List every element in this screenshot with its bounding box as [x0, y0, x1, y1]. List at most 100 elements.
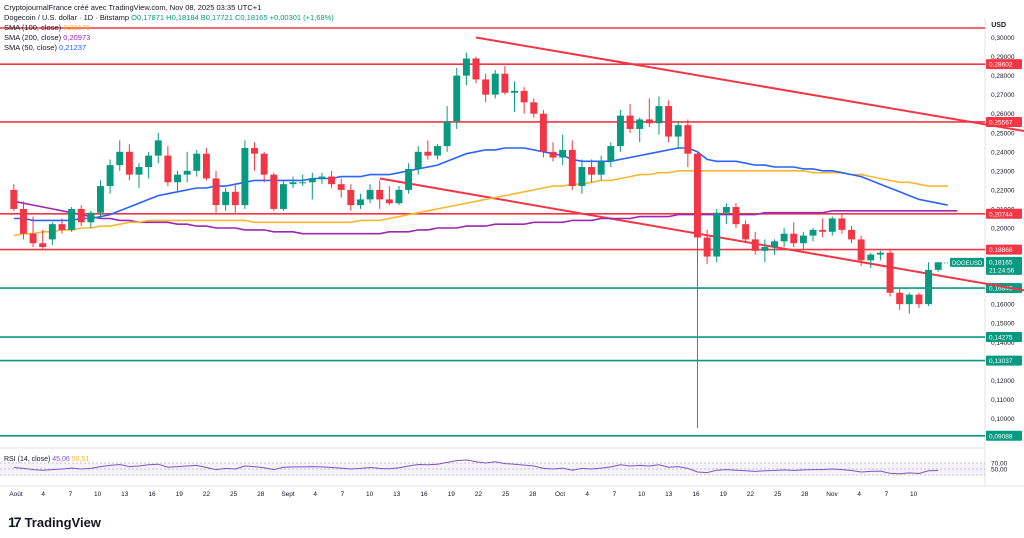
candle-body — [520, 90, 528, 103]
price-tick-label: 0,30000 — [991, 35, 1015, 42]
candle-body — [222, 191, 230, 206]
candle-body — [482, 79, 490, 95]
candle-body — [164, 155, 172, 183]
candle-body — [549, 151, 557, 158]
sma200-label: SMA (200, close) — [4, 33, 62, 42]
channel-trendline — [475, 36, 1024, 133]
candle-body — [511, 90, 518, 93]
sma100-legend[interactable]: SMA (100, close) 0,22178 — [4, 23, 334, 33]
time-tick-label: 28 — [257, 491, 265, 498]
sma200-legend[interactable]: SMA (200, close) 0,20973 — [4, 33, 334, 43]
candle-body — [106, 165, 114, 187]
level-price-tag — [986, 116, 1022, 127]
symbol-tag-label: DOGEUSD — [952, 261, 983, 267]
time-tick-label: 19 — [720, 491, 728, 498]
candle-body — [886, 252, 894, 293]
candle-body — [462, 58, 470, 76]
price-tick-label: 0,14000 — [991, 340, 1015, 347]
time-tick-label: 4 — [857, 491, 861, 498]
time-tick-label: 25 — [502, 491, 510, 498]
candle-body — [19, 208, 27, 234]
time-tick-label: 7 — [341, 491, 345, 498]
price-tick-label: 0,20000 — [991, 225, 1015, 232]
candle-body — [125, 151, 133, 175]
tradingview-logo[interactable]: 17 TradingView — [8, 514, 101, 530]
candle-body — [876, 252, 884, 255]
candle-body — [905, 294, 913, 305]
candle-body — [539, 113, 547, 152]
time-tick-label: 4 — [313, 491, 317, 498]
candle-body — [395, 189, 403, 204]
level-price-label: 0,28602 — [989, 62, 1013, 69]
time-tick-label: 13 — [121, 491, 129, 498]
candle-body — [838, 218, 846, 230]
candle-body — [828, 218, 836, 232]
level-price-label: 0,20744 — [989, 211, 1013, 218]
candle-body — [491, 73, 499, 95]
candle-body — [231, 191, 239, 206]
candle-body — [665, 106, 673, 137]
symbol-line: Dogecoin / U.S. dollar · 1D · Bitstamp O… — [4, 13, 334, 23]
price-tick-label: 0,11000 — [991, 397, 1014, 404]
candle-body — [655, 106, 663, 124]
time-tick-label: 28 — [801, 491, 809, 498]
candle-body — [751, 239, 759, 251]
price-tick-label: 0,26000 — [991, 111, 1015, 118]
candle-body — [915, 294, 923, 305]
price-tick-label: 0,12000 — [991, 378, 1015, 385]
level-price-label: 0,14275 — [989, 335, 1013, 342]
candle-body — [616, 115, 624, 147]
rsi-value: 45,06 — [52, 456, 70, 463]
candle-body — [578, 167, 586, 187]
time-tick-label: 13 — [393, 491, 401, 498]
level-price-tag — [986, 59, 1022, 70]
sma50-label: SMA (50, close) — [4, 43, 57, 52]
currency-label[interactable]: USD — [991, 22, 1006, 29]
candle-body — [559, 149, 567, 158]
candle-body — [318, 176, 326, 179]
candle-body — [674, 125, 682, 137]
level-price-tag — [986, 332, 1022, 343]
level-price-label: 0,16843 — [989, 286, 1013, 293]
candle-body — [154, 140, 162, 156]
time-tick-label: Oct — [555, 491, 565, 498]
price-tick-label: 0,29000 — [991, 54, 1015, 61]
chart-header: CryptojournalFrance créé avec TradingVie… — [4, 3, 334, 53]
candle-body — [260, 153, 268, 175]
sma200-value: 0,20973 — [63, 33, 91, 42]
sma100-line — [13, 170, 948, 237]
rsi-tick-label: 50,00 — [991, 467, 1008, 474]
candle-body — [48, 224, 56, 240]
candle-body — [87, 212, 95, 223]
candle-body — [626, 115, 634, 129]
candle-body — [713, 212, 721, 257]
candle-body — [135, 167, 143, 175]
candle-body — [703, 237, 711, 257]
price-tick-label: 0,10000 — [991, 416, 1015, 423]
price-tick-label: 0,25000 — [991, 130, 1015, 137]
candle-body — [77, 208, 85, 223]
candle-body — [501, 73, 509, 93]
candle-body — [39, 243, 47, 248]
time-tick-label: 7 — [885, 491, 889, 498]
candle-body — [780, 233, 788, 242]
candle-body — [790, 233, 798, 244]
candle-body — [97, 186, 104, 213]
level-price-tag — [986, 208, 1022, 219]
candle-body — [174, 174, 181, 183]
candle-body — [299, 182, 307, 184]
candle-body — [193, 153, 201, 171]
candle-body — [771, 241, 778, 248]
candle-body — [241, 147, 249, 206]
rsi-legend[interactable]: RSI (14, close) 45,06 50,51 — [4, 456, 89, 463]
candle-body — [337, 184, 345, 190]
time-tick-label: 13 — [665, 491, 673, 498]
candle-body — [202, 153, 210, 179]
candle-body — [385, 199, 393, 204]
author-line: CryptojournalFrance créé avec TradingVie… — [4, 3, 262, 12]
level-price-label: 0,09088 — [989, 433, 1013, 440]
time-tick-label: 19 — [448, 491, 456, 498]
sma50-legend[interactable]: SMA (50, close) 0,21237 — [4, 43, 334, 53]
candle-body — [530, 102, 538, 114]
